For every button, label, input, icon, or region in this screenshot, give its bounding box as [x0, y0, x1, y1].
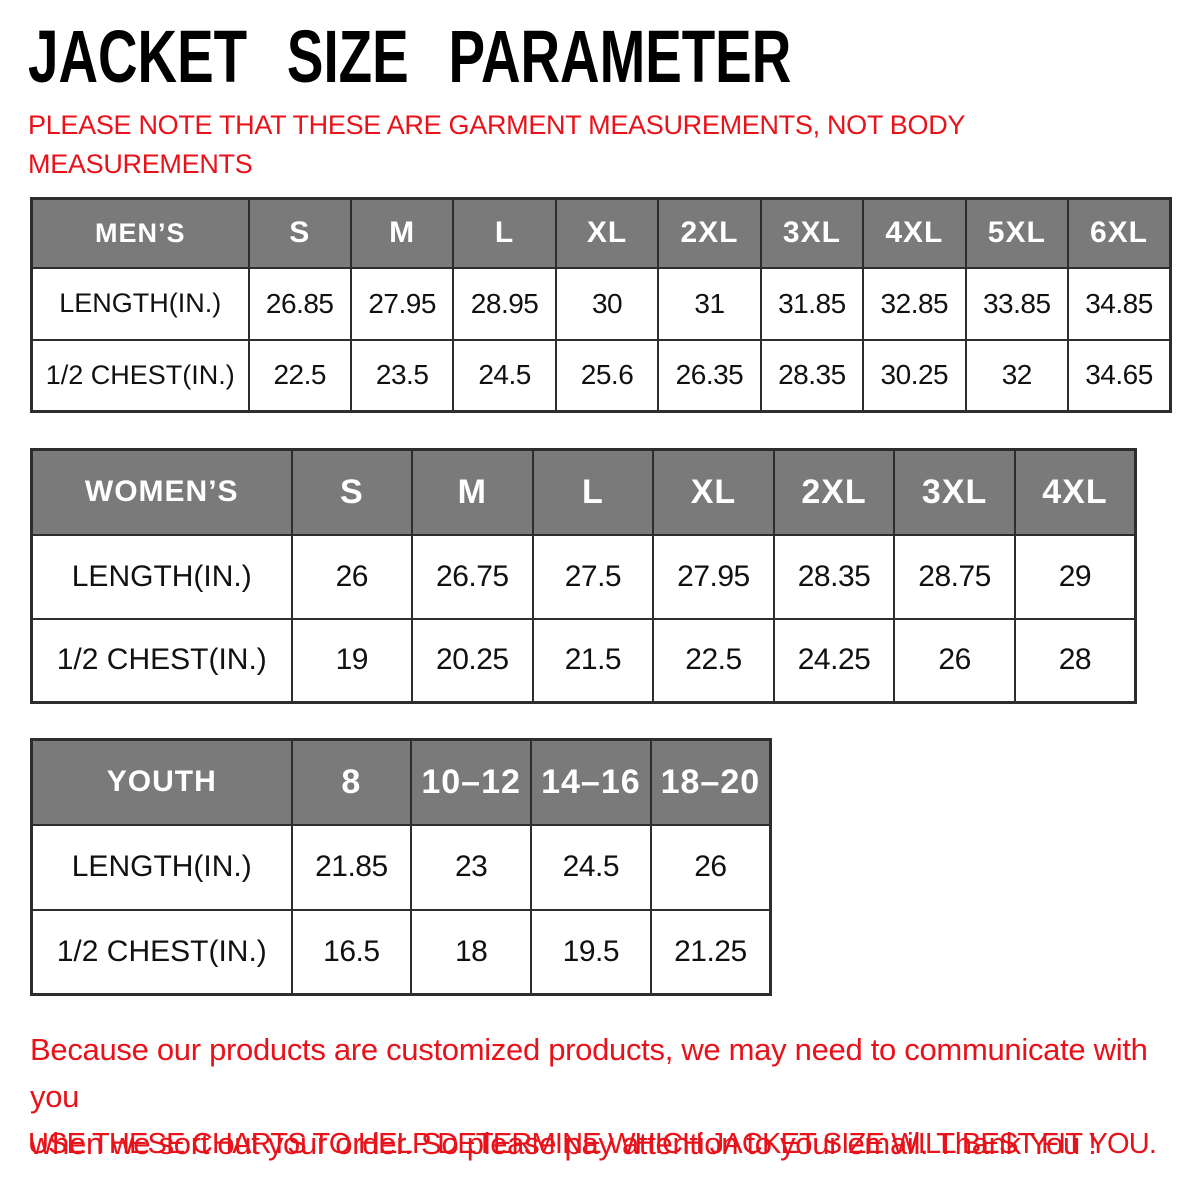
measurement-cell: 26.35 [657, 338, 762, 413]
table-row: 1/2 CHEST(IN.) 22.5 23.5 24.5 25.6 26.35 28.35… [30, 338, 1172, 413]
size-header-cell: 8 [290, 738, 413, 826]
measurement-cell: 19 [290, 617, 414, 704]
notice-line-2: when we sort out your order. So please p… [30, 1126, 1097, 1161]
table-row: LENGTH(IN.) 21.85 23 24.5 26 [30, 823, 772, 911]
table-row: LENGTH(IN.) 26 26.75 27.5 27.95 28.35 28.75 29 [30, 533, 1137, 620]
row-label-cell: 1/2 CHEST(IN.) [30, 338, 250, 413]
size-header-cell: XL [554, 197, 660, 269]
measurement-cell: 26.85 [247, 266, 352, 341]
size-header-cell: M [349, 197, 455, 269]
measurement-cell: 31 [657, 266, 762, 341]
row-label-cell: 1/2 CHEST(IN.) [30, 617, 293, 704]
measurement-cell: 27.5 [531, 533, 655, 620]
mens-size-table: MEN’S S M L XL 2XL 3XL 4XL 5XL 6XL LENGTH(IN.) 26.8… [30, 197, 1172, 413]
measurement-cell: 25.6 [554, 338, 660, 413]
size-header-cell: 6XL [1067, 197, 1172, 269]
measurement-cell: 32 [964, 338, 1070, 413]
measurement-cell: 32.85 [862, 266, 967, 341]
measurement-cell: 24.5 [452, 338, 557, 413]
measurement-cell: 21.25 [649, 908, 772, 996]
size-header-cell: 3XL [759, 197, 865, 269]
size-table: MEN’S S M L XL 2XL 3XL 4XL 5XL 6XL LENGTH(IN.) 26.8… [30, 197, 1172, 413]
size-header-cell: 3XL [893, 448, 1016, 536]
table-row: LENGTH(IN.) 26.85 27.95 28.95 30 31 31.85 32.85… [30, 266, 1172, 341]
chart-usage-note: USE THESE CHARTS TO HELP DETERMINE WHICH… [28, 1128, 1157, 1160]
measurement-cell: 33.85 [964, 266, 1070, 341]
size-header-cell: XL [652, 448, 775, 536]
measurement-cell: 24.25 [772, 617, 896, 704]
table-group-header: WOMEN’S [30, 448, 293, 536]
size-header-cell: 2XL [657, 197, 762, 269]
measurement-cell: 28.95 [452, 266, 557, 341]
measurement-cell: 21.85 [290, 823, 413, 911]
table-row: 1/2 CHEST(IN.) 19 20.25 21.5 22.5 24.25 26 28 [30, 617, 1137, 704]
measurement-cell: 28 [1013, 617, 1137, 704]
size-table: YOUTH 8 10–12 14–16 18–20 LENGTH(IN.) 21.85 23 2… [30, 738, 772, 996]
size-header-cell: 4XL [1013, 448, 1137, 536]
measurement-cell: 23.5 [349, 338, 455, 413]
table-group-header: MEN’S [30, 197, 250, 269]
measurement-cell: 27.95 [652, 533, 775, 620]
measurement-cell: 29 [1013, 533, 1137, 620]
note-line-1: PLEASE NOTE THAT THESE ARE GARMENT MEASU… [28, 110, 966, 140]
notice-line-1: Because our products are customized prod… [30, 1032, 1148, 1114]
measurement-cell: 30 [554, 266, 660, 341]
measurement-cell: 23 [410, 823, 532, 911]
measurement-cell: 34.65 [1067, 338, 1172, 413]
table-row: 1/2 CHEST(IN.) 16.5 18 19.5 21.25 [30, 908, 772, 996]
garment-measurement-note: PLEASE NOTE THAT THESE ARE GARMENT MEASU… [28, 106, 988, 184]
measurement-cell: 22.5 [652, 617, 775, 704]
size-header-cell: S [290, 448, 414, 536]
size-table: WOMEN’S S M L XL 2XL 3XL 4XL LENGTH(IN.) 26 26.75 2… [30, 448, 1137, 704]
size-header-cell: S [247, 197, 352, 269]
row-label-cell: 1/2 CHEST(IN.) [30, 908, 293, 996]
measurement-cell: 34.85 [1067, 266, 1172, 341]
measurement-cell: 24.5 [530, 823, 652, 911]
measurement-cell: 21.5 [531, 617, 655, 704]
row-label-cell: LENGTH(IN.) [30, 823, 293, 911]
size-header-cell: 5XL [964, 197, 1070, 269]
measurement-cell: 22.5 [247, 338, 352, 413]
note-line-2: MEASUREMENTS [28, 149, 253, 179]
size-header-cell: 14–16 [530, 738, 652, 826]
measurement-cell: 18 [410, 908, 532, 996]
size-header-cell: L [531, 448, 655, 536]
measurement-cell: 28.35 [772, 533, 896, 620]
measurement-cell: 19.5 [530, 908, 652, 996]
row-label-cell: LENGTH(IN.) [30, 266, 250, 341]
measurement-cell: 30.25 [862, 338, 967, 413]
size-header-cell: L [452, 197, 557, 269]
measurement-cell: 28.75 [893, 533, 1016, 620]
womens-size-table: WOMEN’S S M L XL 2XL 3XL 4XL LENGTH(IN.) 26 26.75 2… [30, 448, 1137, 704]
size-header-cell: 2XL [772, 448, 896, 536]
youth-size-table: YOUTH 8 10–12 14–16 18–20 LENGTH(IN.) 21.85 23 2… [30, 738, 772, 996]
row-label-cell: LENGTH(IN.) [30, 533, 293, 620]
custom-order-notice: Because our products are customized prod… [30, 1026, 1180, 1167]
size-header-cell: 18–20 [649, 738, 772, 826]
page-title: JACKET SIZE PARAMETER [28, 15, 792, 98]
table-group-header: YOUTH [30, 738, 293, 826]
measurement-cell: 26 [893, 617, 1016, 704]
measurement-cell: 28.35 [759, 338, 865, 413]
measurement-cell: 16.5 [290, 908, 413, 996]
measurement-cell: 27.95 [349, 266, 455, 341]
measurement-cell: 20.25 [411, 617, 534, 704]
size-header-cell: M [411, 448, 534, 536]
measurement-cell: 31.85 [759, 266, 865, 341]
measurement-cell: 26 [649, 823, 772, 911]
measurement-cell: 26 [290, 533, 414, 620]
size-header-cell: 4XL [862, 197, 967, 269]
size-header-cell: 10–12 [410, 738, 532, 826]
measurement-cell: 26.75 [411, 533, 534, 620]
